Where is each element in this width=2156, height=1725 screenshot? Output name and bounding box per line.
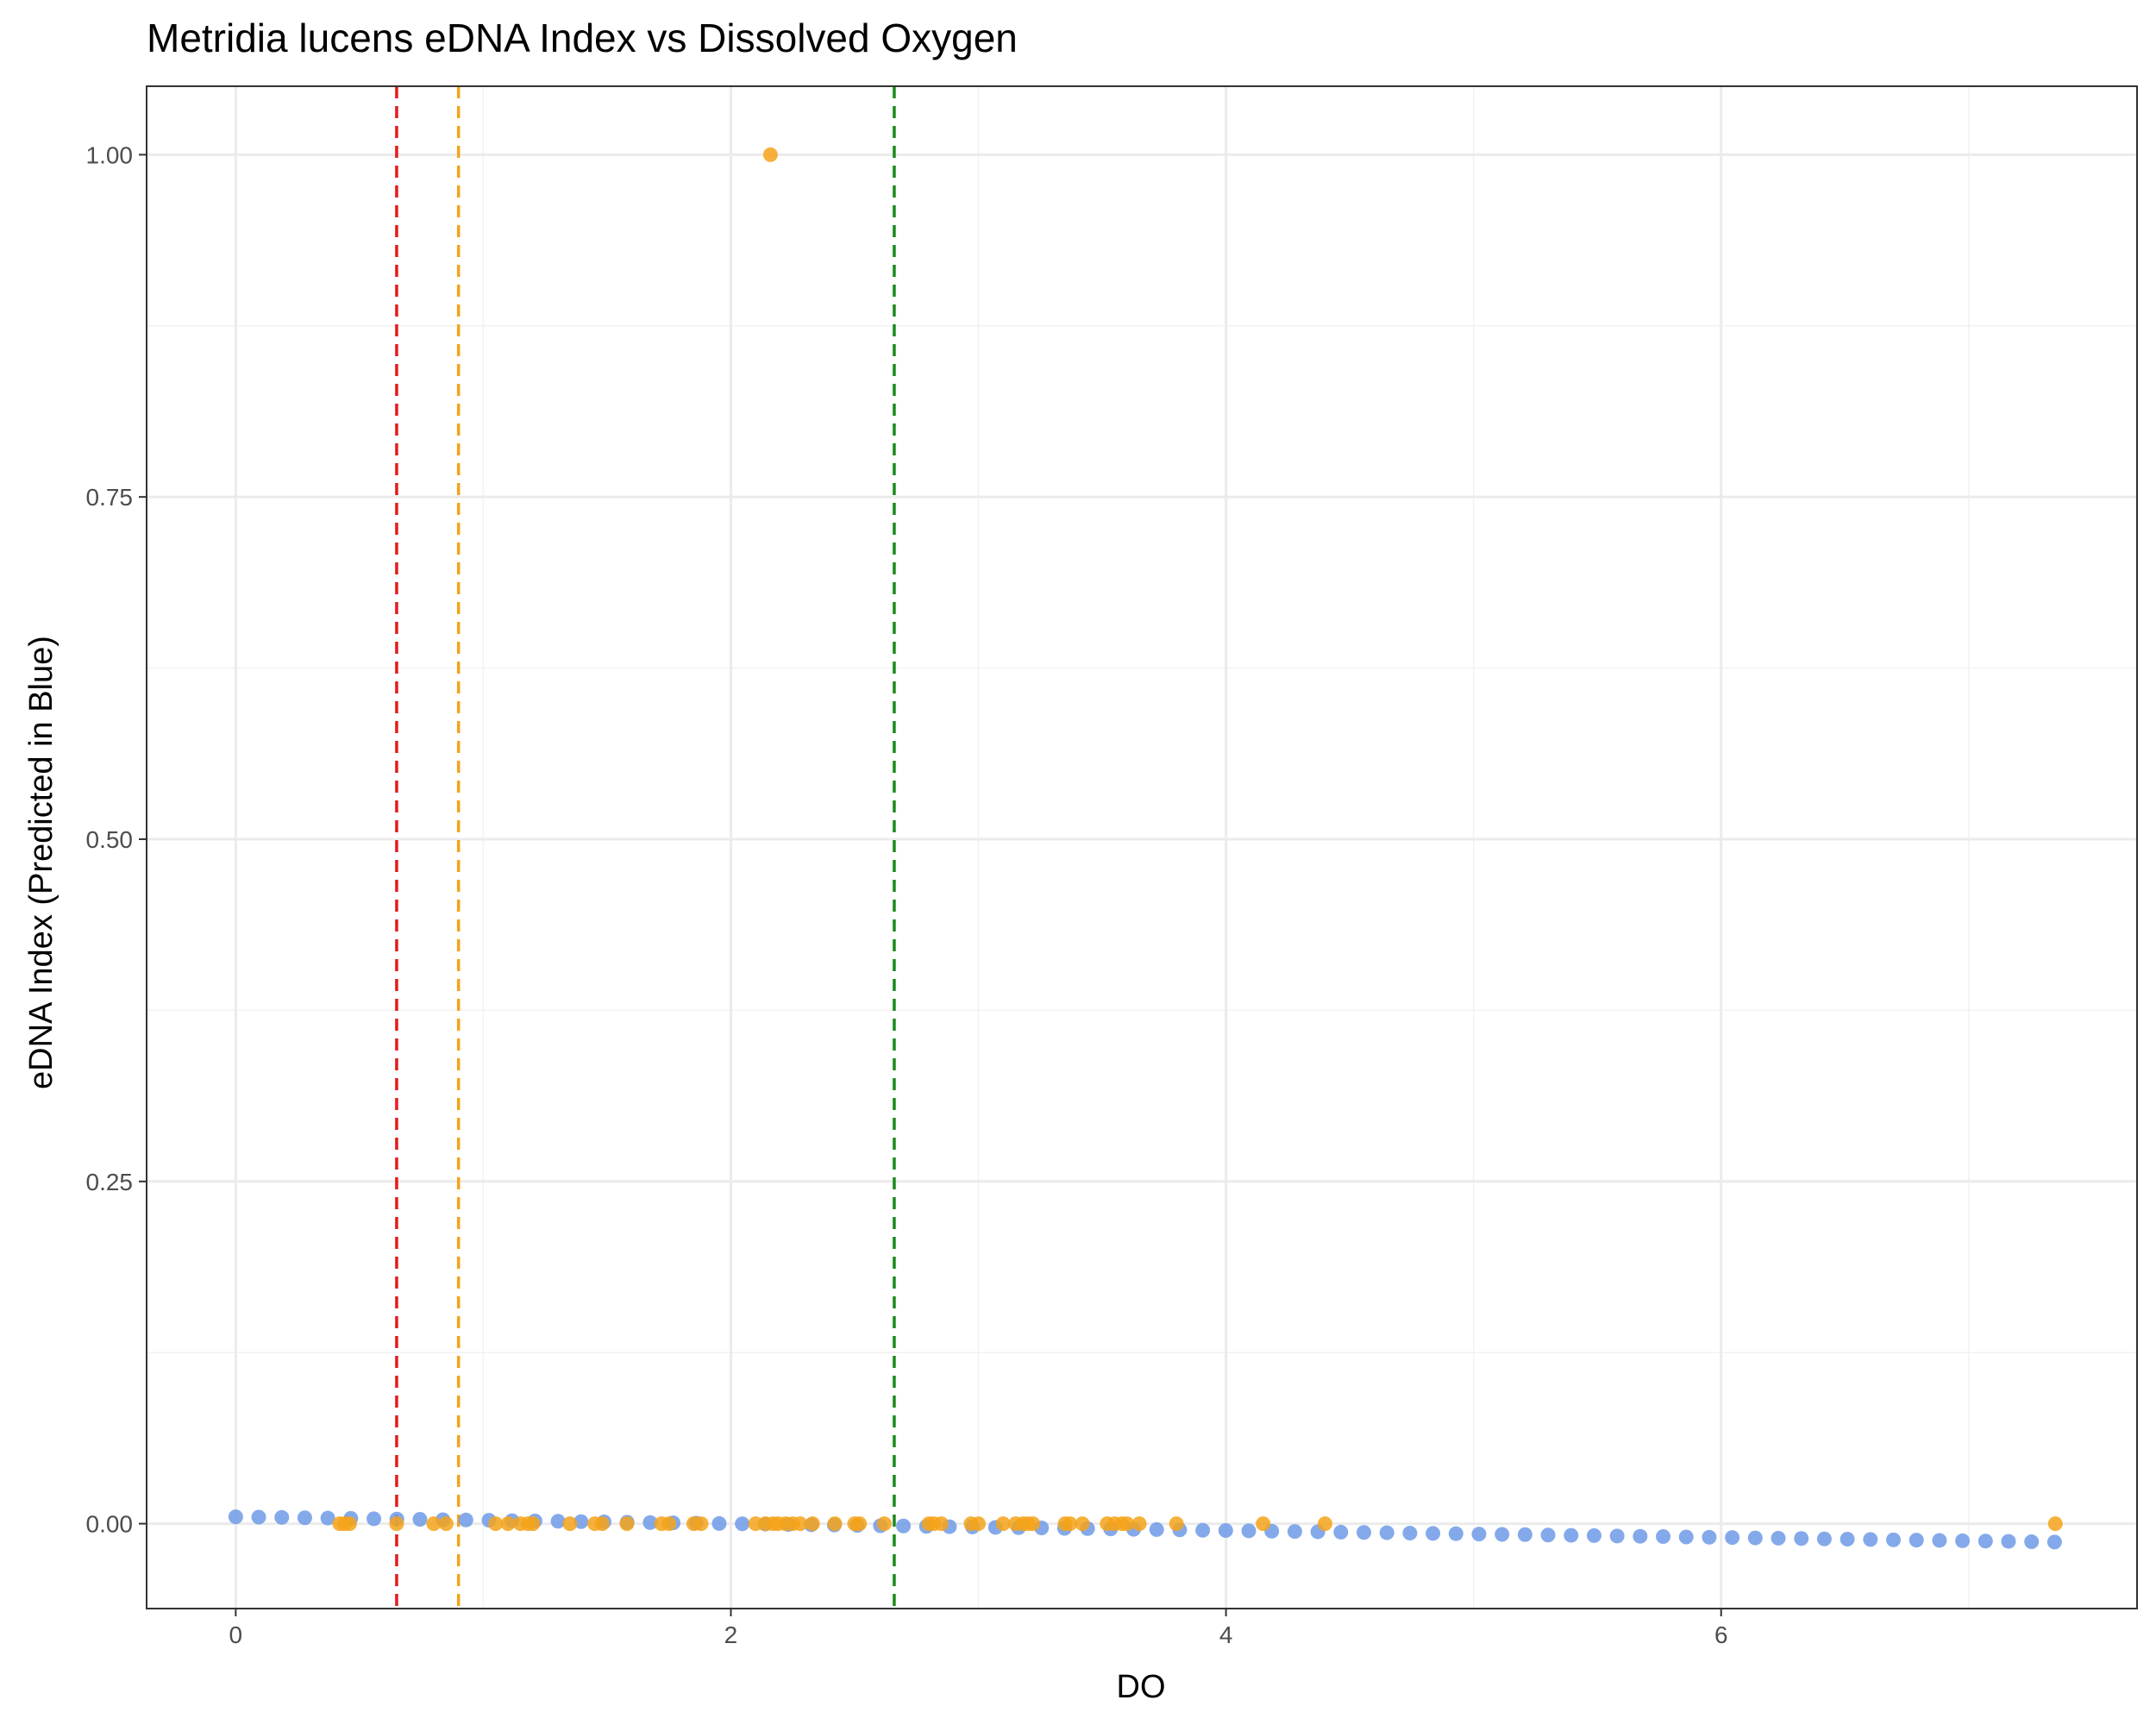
predicted-point bbox=[2046, 1534, 2062, 1550]
plot-panel-border bbox=[146, 85, 2138, 1609]
predicted-point bbox=[1333, 1524, 1349, 1540]
predicted-point bbox=[228, 1509, 243, 1525]
predicted-point bbox=[1886, 1532, 1902, 1547]
predicted-point bbox=[550, 1514, 566, 1529]
predicted-point bbox=[1356, 1525, 1371, 1540]
observed-point bbox=[488, 1516, 504, 1532]
observed-point bbox=[438, 1516, 454, 1532]
predicted-point bbox=[1564, 1527, 1579, 1543]
predicted-point bbox=[711, 1515, 727, 1531]
y-tick-label: 0.25 bbox=[86, 1169, 134, 1195]
observed-point bbox=[500, 1516, 516, 1532]
y-tick-label: 0.50 bbox=[86, 826, 134, 853]
predicted-point bbox=[1633, 1528, 1648, 1544]
predicted-point bbox=[1863, 1532, 1878, 1547]
predicted-point bbox=[1955, 1533, 1971, 1548]
x-axis-title: DO bbox=[1117, 1669, 1166, 1705]
data-points bbox=[228, 147, 2063, 1550]
observed-point bbox=[827, 1516, 843, 1532]
predicted-point bbox=[1678, 1529, 1694, 1545]
observed-point bbox=[852, 1516, 868, 1532]
predicted-point bbox=[1448, 1526, 1463, 1541]
axis-ticks: 0 2 4 6 0.00 0.25 0.50 0.75 1.00 bbox=[86, 141, 1728, 1648]
predicted-point bbox=[1609, 1528, 1625, 1544]
predicted-point bbox=[1495, 1527, 1510, 1542]
predicted-point bbox=[367, 1511, 382, 1527]
predicted-point bbox=[1426, 1526, 1441, 1541]
predicted-point bbox=[2001, 1534, 2016, 1549]
observed-point bbox=[762, 147, 778, 162]
predicted-point bbox=[1702, 1529, 1717, 1545]
grid-lines bbox=[147, 86, 2137, 1609]
observed-point bbox=[342, 1516, 357, 1532]
observed-point bbox=[933, 1516, 949, 1532]
observed-point bbox=[594, 1516, 610, 1532]
predicted-point bbox=[896, 1518, 912, 1534]
observed-point bbox=[2047, 1516, 2063, 1532]
predicted-point bbox=[1771, 1530, 1786, 1546]
predicted-point bbox=[1656, 1529, 1671, 1545]
observed-point bbox=[525, 1516, 541, 1532]
x-tick-label: 4 bbox=[1219, 1622, 1233, 1648]
predicted-point bbox=[573, 1514, 589, 1529]
observed-point bbox=[1131, 1516, 1147, 1532]
observed-point bbox=[661, 1516, 677, 1532]
observed-point bbox=[562, 1516, 578, 1532]
predicted-point bbox=[297, 1510, 312, 1526]
predicted-point bbox=[1932, 1533, 1947, 1548]
observed-point bbox=[971, 1516, 987, 1532]
observed-point bbox=[1062, 1516, 1078, 1532]
predicted-point bbox=[1195, 1522, 1211, 1538]
predicted-point bbox=[1287, 1524, 1302, 1540]
predicted-point bbox=[458, 1512, 473, 1527]
predicted-point bbox=[1540, 1527, 1556, 1543]
predicted-point bbox=[2024, 1534, 2040, 1550]
y-tick-label: 0.75 bbox=[86, 484, 134, 511]
observed-point bbox=[793, 1516, 808, 1532]
predicted-point bbox=[1149, 1521, 1164, 1537]
predicted-point bbox=[1241, 1523, 1257, 1539]
observed-point bbox=[1317, 1516, 1332, 1532]
predicted-point bbox=[642, 1515, 658, 1530]
observed-point bbox=[1119, 1516, 1135, 1532]
predicted-point bbox=[1471, 1527, 1487, 1542]
observed-point bbox=[1075, 1516, 1090, 1532]
observed-point bbox=[876, 1516, 892, 1532]
predicted-point bbox=[1977, 1534, 1993, 1549]
predicted-point bbox=[1586, 1527, 1601, 1543]
predicted-point bbox=[1218, 1523, 1233, 1539]
y-tick-label: 0.00 bbox=[86, 1511, 134, 1538]
reference-lines bbox=[395, 86, 896, 1609]
predicted-point bbox=[1908, 1533, 1924, 1548]
predicted-point bbox=[1839, 1532, 1855, 1547]
x-tick-label: 0 bbox=[229, 1622, 243, 1648]
predicted-point bbox=[1402, 1526, 1418, 1541]
predicted-point bbox=[274, 1509, 290, 1525]
observed-point bbox=[389, 1516, 404, 1532]
y-axis-title: eDNA Index (Predicted in Blue) bbox=[23, 636, 60, 1089]
observed-point bbox=[693, 1516, 709, 1532]
predicted-point bbox=[735, 1516, 750, 1532]
observed-point bbox=[805, 1516, 820, 1532]
observed-point bbox=[426, 1516, 442, 1532]
observed-point bbox=[1025, 1516, 1041, 1532]
y-tick-label: 1.00 bbox=[86, 141, 134, 168]
predicted-point bbox=[1794, 1531, 1809, 1546]
predicted-point bbox=[1725, 1530, 1740, 1546]
observed-point bbox=[1169, 1516, 1184, 1532]
observed-point bbox=[995, 1516, 1011, 1532]
chart-title: Metridia lucens eDNA Index vs Dissolved … bbox=[147, 16, 1018, 60]
predicted-point bbox=[1379, 1525, 1395, 1540]
predicted-point bbox=[251, 1509, 266, 1525]
predicted-point bbox=[412, 1512, 428, 1527]
predicted-point bbox=[320, 1510, 335, 1526]
predicted-point bbox=[1517, 1527, 1532, 1542]
predicted-point bbox=[1747, 1530, 1763, 1546]
predicted-point bbox=[1816, 1531, 1832, 1546]
observed-point bbox=[619, 1516, 635, 1532]
x-tick-label: 6 bbox=[1714, 1622, 1728, 1648]
x-tick-label: 2 bbox=[724, 1622, 738, 1648]
observed-point bbox=[1256, 1516, 1271, 1532]
